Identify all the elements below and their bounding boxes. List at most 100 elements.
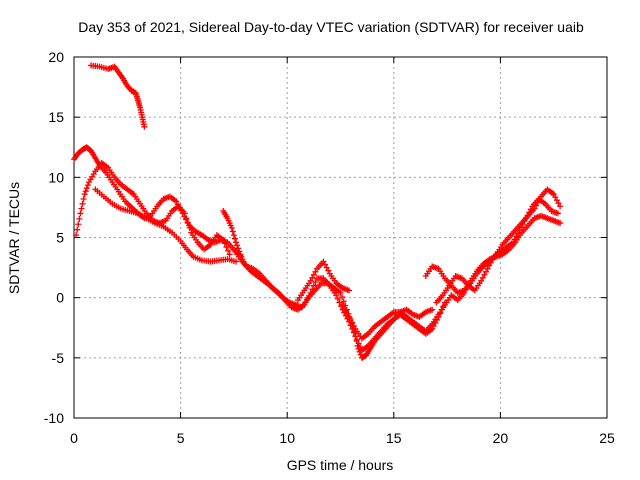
series-track-7 — [339, 212, 564, 342]
data-point — [346, 287, 353, 294]
data-point — [325, 267, 332, 274]
data-point — [552, 194, 559, 201]
data-point — [230, 232, 237, 239]
data-point — [81, 191, 88, 198]
data-point — [349, 319, 356, 326]
data-point — [221, 240, 228, 247]
data-point — [312, 279, 319, 286]
data-point — [557, 220, 564, 227]
data-point — [337, 289, 344, 296]
data-point — [484, 265, 491, 272]
data-point — [553, 197, 560, 204]
data-point — [336, 299, 343, 306]
data-point — [340, 298, 347, 305]
data-point — [79, 200, 86, 207]
data-point — [226, 251, 233, 258]
data-point — [483, 268, 490, 275]
x-tick-label: 0 — [70, 430, 78, 446]
x-tick-label: 20 — [493, 430, 509, 446]
x-tick-label: 10 — [279, 430, 295, 446]
data-point — [489, 256, 496, 263]
data-point — [320, 258, 327, 265]
data-point — [527, 206, 534, 213]
data-point — [234, 242, 241, 249]
data-point — [355, 340, 362, 347]
data-point — [84, 182, 91, 189]
data-point — [301, 301, 308, 308]
data-point — [185, 220, 192, 227]
data-point — [518, 224, 525, 231]
y-tick-label: 15 — [48, 109, 64, 125]
data-point — [233, 239, 240, 246]
data-point — [339, 294, 346, 301]
data-point — [554, 210, 561, 217]
data-point — [307, 289, 314, 296]
data-point — [225, 247, 232, 254]
data-point — [513, 233, 520, 240]
chart-title: Day 353 of 2021, Sidereal Day-to-day VTE… — [78, 19, 584, 35]
data-point — [323, 264, 330, 271]
data-point — [229, 228, 236, 235]
data-point — [223, 244, 230, 251]
data-point — [220, 236, 227, 243]
data-point — [302, 298, 309, 305]
data-point — [231, 235, 238, 242]
data-point — [524, 212, 531, 219]
data-point — [350, 322, 357, 329]
data-point — [304, 295, 311, 302]
data-point — [486, 262, 493, 269]
data-point — [342, 307, 349, 314]
x-tick-label: 15 — [386, 430, 402, 446]
data-point — [77, 210, 84, 217]
data-point — [76, 215, 83, 222]
data-point — [555, 200, 562, 207]
series-track-2 — [71, 144, 244, 259]
y-tick-label: -5 — [52, 350, 65, 366]
data-point — [344, 310, 351, 317]
data-point — [322, 261, 329, 268]
x-tick-label: 25 — [599, 430, 615, 446]
data-point — [341, 304, 348, 311]
data-point — [235, 245, 242, 252]
data-point — [522, 215, 529, 222]
data-point — [228, 224, 235, 231]
data-point — [357, 344, 364, 351]
data-point — [350, 329, 357, 336]
data-point — [310, 271, 317, 278]
data-point — [83, 185, 90, 192]
series-track-4 — [92, 186, 240, 265]
data-point — [479, 274, 486, 281]
data-point — [80, 195, 87, 202]
grid — [74, 57, 607, 418]
data-point — [309, 274, 316, 281]
data-point — [478, 277, 485, 284]
data-points — [71, 62, 564, 361]
data-point — [233, 258, 240, 265]
data-point — [334, 295, 341, 302]
data-point — [346, 313, 353, 320]
data-point — [312, 268, 319, 275]
data-point — [347, 316, 354, 323]
data-point — [511, 236, 518, 243]
data-point — [74, 226, 81, 233]
y-axis-label: SDTVAR / TECUs — [6, 182, 22, 294]
series-track-6 — [230, 246, 448, 354]
series-track-3 — [73, 159, 233, 258]
data-point — [333, 292, 340, 299]
data-point — [514, 230, 521, 237]
data-point — [141, 123, 148, 130]
data-point — [75, 221, 82, 228]
series-track-10 — [294, 258, 353, 304]
data-point — [526, 209, 533, 216]
axis-ticks: 0 5 10 15 20 25 -10 -5 0 5 10 15 20 — [44, 49, 615, 446]
data-point — [339, 301, 346, 308]
data-point — [78, 205, 85, 212]
data-point — [181, 210, 188, 217]
data-point — [481, 271, 488, 278]
data-point — [310, 282, 317, 289]
y-tick-label: 10 — [48, 169, 64, 185]
data-point — [429, 306, 436, 313]
data-point — [82, 188, 89, 195]
data-point — [519, 221, 526, 228]
y-tick-label: -10 — [44, 410, 64, 426]
